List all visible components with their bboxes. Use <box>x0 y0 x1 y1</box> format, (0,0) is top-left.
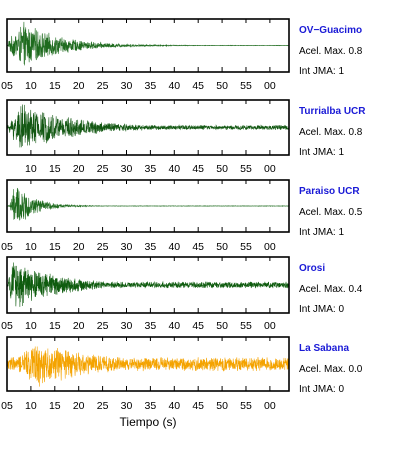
waveform-3 <box>6 262 290 307</box>
panel-frame-2 <box>6 179 290 233</box>
tick-label-0-5: 30 <box>121 80 133 92</box>
station-name-3: Orosi <box>299 263 325 274</box>
tick-label-4-4: 25 <box>97 400 109 412</box>
panel-frame-1 <box>6 99 290 156</box>
tick-label-3-8: 45 <box>192 320 204 332</box>
tick-label-0-8: 45 <box>192 80 204 92</box>
tick-label-0-4: 25 <box>97 80 109 92</box>
tick-label-2-1: 10 <box>25 241 37 253</box>
tick-label-4-7: 40 <box>168 400 180 412</box>
tick-label-3-10: 55 <box>240 320 252 332</box>
tick-label-0-6: 35 <box>145 80 157 92</box>
tick-label-4-1: 10 <box>25 400 37 412</box>
tick-label-0-7: 40 <box>168 80 180 92</box>
tick-label-1-1: 10 <box>25 163 37 175</box>
station-name-1: Turrialba UCR <box>299 106 366 117</box>
tick-label-4-0: 05 <box>1 400 13 412</box>
tick-label-4-8: 45 <box>192 400 204 412</box>
pga-3: Acel. Max. 0.4 <box>299 284 363 295</box>
panel-1: 10 15 20 25 30 35 40 45 50 55 00 Turrialba UCR Acel.… <box>6 99 366 175</box>
pga-4: Acel. Max. 0.0 <box>299 364 363 375</box>
jma-2: Int JMA: 1 <box>299 227 344 238</box>
panel-4: 05 10 15 20 25 30 35 40 45 50 55 00 La Sabana Acel. M… <box>1 336 363 412</box>
tick-label-0-10: 55 <box>240 80 252 92</box>
tick-label-3-6: 35 <box>145 320 157 332</box>
station-name-2: Paraiso UCR <box>299 186 360 197</box>
tick-label-2-0: 05 <box>1 241 13 253</box>
pga-2: Acel. Max. 0.5 <box>299 207 363 218</box>
panel-2: 05 10 15 20 25 30 35 40 45 50 55 00 Paraiso UCR Acel.… <box>1 179 363 253</box>
tick-label-2-4: 25 <box>97 241 109 253</box>
panel-frame-0 <box>6 18 290 73</box>
tick-label-3-3: 20 <box>73 320 85 332</box>
tick-label-1-11: 00 <box>264 163 276 175</box>
tick-label-0-0: 05 <box>1 80 13 92</box>
tick-label-1-4: 25 <box>97 163 109 175</box>
tick-label-0-1: 10 <box>25 80 37 92</box>
tick-label-4-11: 00 <box>264 400 276 412</box>
tick-label-4-3: 20 <box>73 400 85 412</box>
panel-frame-4 <box>6 336 290 392</box>
jma-1: Int JMA: 1 <box>299 147 344 158</box>
tick-label-2-2: 15 <box>49 241 61 253</box>
tick-label-2-9: 50 <box>216 241 228 253</box>
tick-label-2-6: 35 <box>145 241 157 253</box>
tick-label-1-8: 45 <box>192 163 204 175</box>
waveform-0 <box>6 21 290 66</box>
x-axis-label: Tiempo (s) <box>120 415 177 429</box>
tick-label-3-9: 50 <box>216 320 228 332</box>
waveform-2 <box>6 187 290 221</box>
tick-label-1-2: 15 <box>49 163 61 175</box>
tick-label-1-9: 50 <box>216 163 228 175</box>
tick-label-1-5: 30 <box>121 163 133 175</box>
tick-label-1-10: 55 <box>240 163 252 175</box>
tick-label-1-6: 35 <box>145 163 157 175</box>
tick-label-2-10: 55 <box>240 241 252 253</box>
tick-label-4-10: 55 <box>240 400 252 412</box>
tick-label-4-2: 15 <box>49 400 61 412</box>
panel-0: 05 10 15 20 25 30 35 40 45 50 55 00 OV−Guacimo Acel. … <box>1 18 363 92</box>
tick-label-3-0: 05 <box>1 320 13 332</box>
waveform-4 <box>6 346 290 387</box>
tick-label-3-11: 00 <box>264 320 276 332</box>
tick-label-2-8: 45 <box>192 241 204 253</box>
panel-frame-3 <box>6 256 290 314</box>
tick-label-4-9: 50 <box>216 400 228 412</box>
tick-label-4-6: 35 <box>145 400 157 412</box>
tick-label-3-2: 15 <box>49 320 61 332</box>
tick-label-2-11: 00 <box>264 241 276 253</box>
tick-label-3-4: 25 <box>97 320 109 332</box>
station-name-0: OV−Guacimo <box>299 25 362 36</box>
tick-label-3-7: 40 <box>168 320 180 332</box>
panel-3: 05 10 15 20 25 30 35 40 45 50 55 00 Orosi Acel. Max. … <box>1 256 363 332</box>
tick-label-3-5: 30 <box>121 320 133 332</box>
tick-label-2-7: 40 <box>168 241 180 253</box>
pga-1: Acel. Max. 0.8 <box>299 127 363 138</box>
tick-label-0-9: 50 <box>216 80 228 92</box>
jma-4: Int JMA: 0 <box>299 384 344 395</box>
tick-label-1-3: 20 <box>73 163 85 175</box>
jma-0: Int JMA: 1 <box>299 66 344 77</box>
pga-0: Acel. Max. 0.8 <box>299 46 363 57</box>
tick-label-4-5: 30 <box>121 400 133 412</box>
tick-label-0-2: 15 <box>49 80 61 92</box>
jma-3: Int JMA: 0 <box>299 304 344 315</box>
waveform-1 <box>6 104 290 148</box>
tick-label-0-3: 20 <box>73 80 85 92</box>
tick-label-0-11: 00 <box>264 80 276 92</box>
tick-label-2-3: 20 <box>73 241 85 253</box>
tick-label-3-1: 10 <box>25 320 37 332</box>
station-name-4: La Sabana <box>299 343 349 354</box>
tick-label-2-5: 30 <box>121 241 133 253</box>
tick-label-1-7: 40 <box>168 163 180 175</box>
panels: 05 10 15 20 25 30 35 40 45 50 55 00 OV−Guacimo Acel. … <box>1 18 366 412</box>
